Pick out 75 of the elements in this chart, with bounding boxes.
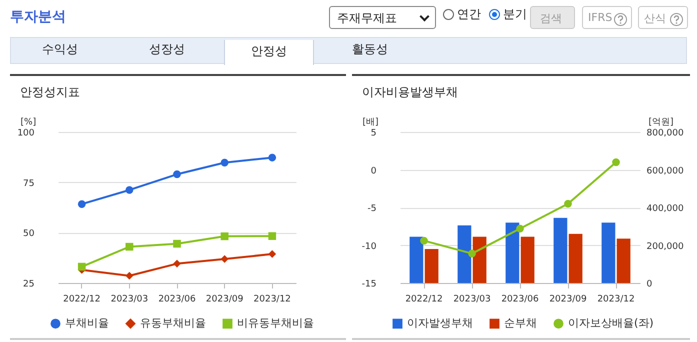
y2-axis-title: [억원] [648,118,674,128]
bar [410,236,424,283]
legend-label: 순부채 [504,316,537,330]
point [220,255,228,263]
point [220,232,228,240]
bar [616,238,630,283]
legend-label: 부채비율 [65,316,109,330]
point [78,200,86,208]
point [126,242,134,251]
point [564,200,572,208]
text: 성장성 [149,42,185,56]
point [268,154,276,162]
legend-label: 유동부채비율 [140,316,206,330]
legend-label: 이자발생부채 [407,316,473,330]
y-tick-label: 5 [370,128,376,138]
point [173,240,181,248]
point [516,224,524,233]
bar [472,236,486,283]
text: 산식 [644,11,666,26]
x-tick-label: 2023/06 [501,294,539,304]
y-axis-title: [배] [362,118,379,128]
text: 연간 [457,6,481,23]
x-tick-label: 2023/09 [549,294,587,304]
text: IFRS [588,11,612,24]
y-tick-label: -15 [362,280,376,290]
chart-title: 안정성지표 [20,85,80,99]
point [126,272,134,280]
y2-tick-label: 200,000 [646,242,684,252]
x-tick-label: 2023/03 [110,294,148,304]
y-tick-label: 50 [23,229,35,240]
bar [602,222,616,283]
text: 주재무제표 [337,10,397,27]
x-tick-label: 2022/12 [405,294,443,304]
y-tick-label: 75 [23,178,34,189]
y-axis-title: [%] [20,118,36,128]
legend-label: 비유동부채비율 [237,316,314,330]
point [420,236,428,245]
y2-tick-label: 400,000 [646,204,684,214]
x-tick-label: 2023/12 [254,294,291,304]
text: 안정성 [251,44,287,58]
y2-tick-label: 600,000 [646,166,684,176]
x-tick-label: 2023/06 [158,294,196,304]
point [268,250,276,258]
x-tick-label: 2023/12 [597,294,635,304]
point [268,232,276,240]
y-tick-label: 0 [370,166,377,176]
bar [554,218,568,283]
point [220,158,228,166]
bar [424,249,438,283]
bar [506,222,520,283]
x-tick-label: 2022/12 [63,294,100,304]
bar [458,225,472,283]
bar [520,236,534,283]
text: 활동성 [352,42,388,56]
point [612,158,620,166]
text: 투자분석 [10,8,66,26]
x-tick-label: 2023/09 [206,294,244,304]
y-tick-label: -10 [362,242,377,252]
text: 분기 [503,6,527,23]
point [468,250,476,258]
x-tick-label: 2023/03 [453,294,491,304]
y2-tick-label: 800,000 [646,128,684,138]
text: 검색 [540,11,562,26]
y-tick-label: 25 [23,280,34,290]
point [173,260,181,268]
chart-title: 이자비용발생부채 [362,85,458,99]
y2-tick-label: 0 [646,280,652,290]
legend-label: 이자보상배율(좌) [568,316,654,330]
point [173,170,181,178]
y-tick-label: -5 [368,204,376,214]
point [126,186,134,194]
bar [568,234,582,283]
text: 수익성 [42,42,78,56]
y-tick-label: 100 [17,128,35,138]
point [78,262,86,271]
